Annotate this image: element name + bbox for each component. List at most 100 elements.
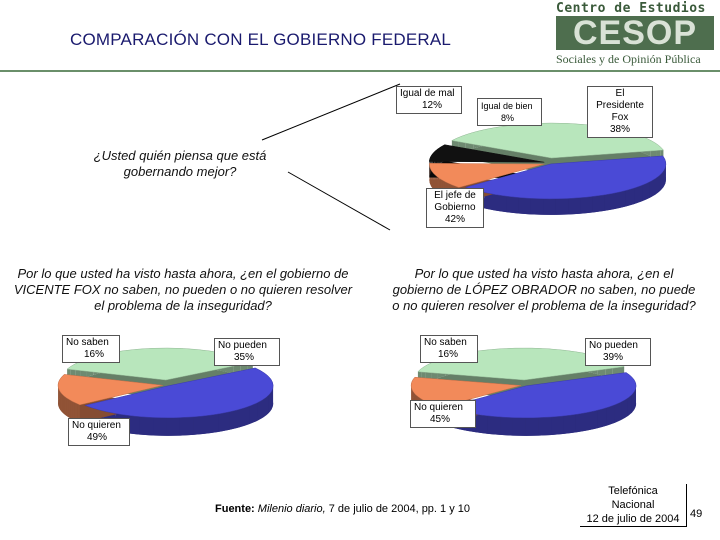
pie-slice-no-saben [57, 374, 164, 406]
pie-slice-wall [655, 174, 661, 195]
stamp-line-2: Nacional [611, 499, 655, 511]
pie-slice-wall [72, 401, 75, 421]
pie-slice-wall [642, 181, 650, 202]
pie-slice-wall [538, 416, 552, 436]
survey-stamp: Telefónica Nacional 12 de julio de 2004 [580, 484, 687, 527]
pie-slice-wall [627, 394, 632, 417]
pie-slice-igual-de-mal [429, 163, 545, 188]
pie-slice-wall [268, 391, 272, 414]
pie-slice-wall [193, 415, 206, 435]
pie-slice-wall [434, 174, 436, 192]
pie-slice-wall [218, 411, 230, 432]
pie-slice-wall [525, 417, 539, 436]
pie-slice-wall [660, 171, 664, 191]
pie-slice-wall [435, 175, 437, 193]
page-number: 49 [690, 508, 703, 520]
pie-slice-wall [518, 197, 531, 215]
pie-slice-wall [575, 412, 587, 433]
pie-slice-wall [166, 417, 180, 436]
label-amlo-no-saben: No saben 16% [420, 335, 478, 363]
pie-slice-wall [475, 414, 488, 434]
source-details: 7 de julio de 2004, pp. 1 y 10 [325, 503, 471, 515]
cesop-logo: Centro de Estudios CESOP Sociales y de O… [552, 0, 720, 70]
pie-chart-lopez-obrador-inseguridad [410, 347, 637, 436]
pie-slice-wall [563, 414, 576, 434]
pie-slice-wall [494, 194, 507, 213]
pie-slice-wall [205, 413, 219, 434]
pie-slice-no-quieren [444, 372, 637, 419]
logo-bottom-text: Sociales y de Opinión Pública [556, 52, 701, 66]
question-3: Por lo que usted ha visto hasta ahora, ¿… [392, 266, 696, 313]
pie-slice-igual-de-bien [428, 144, 545, 163]
pie-slice-wall [239, 406, 250, 428]
pie-slice-wall [606, 404, 615, 426]
pie-slice-wall [257, 399, 264, 421]
label-presidente-fox: El Presidente Fox 38% [587, 86, 653, 138]
question-1: ¿Usted quién piensa que está gobernando … [93, 148, 267, 179]
label-amlo-no-quieren: No quieren 45% [410, 400, 476, 428]
pie-slice-wall [512, 417, 526, 436]
pie-slice-no-quieren [84, 367, 274, 419]
pie-slice-wall [153, 417, 167, 436]
label-igual-de-bien: Igual de bien 8% [477, 98, 542, 126]
pie-slice-wall [568, 197, 581, 215]
header-divider [0, 70, 720, 72]
stamp-line-1: Telefónica [608, 485, 658, 497]
pie-chart-gobernando-mejor [428, 122, 667, 215]
pie-slice-wall [179, 416, 194, 436]
pie-slice-wall [580, 196, 593, 214]
pie-slice-wall [68, 399, 71, 419]
pie-slice-wall [631, 390, 635, 413]
pie-slice-wall [597, 407, 607, 429]
pie-slice-wall [66, 397, 69, 418]
pie-slice-wall [530, 198, 544, 215]
pie-slice-wall [127, 415, 140, 435]
pie-slice-wall [63, 395, 65, 415]
pie-slice-wall [249, 402, 258, 425]
pie-slice-wall [500, 416, 513, 436]
callout-lines [261, 83, 401, 231]
label-fox-no-saben: No saben 16% [62, 335, 120, 363]
pie-slice-wall [74, 402, 78, 422]
pie-slice-wall [139, 416, 154, 436]
label-fox-no-pueden: No pueden 35% [214, 338, 280, 366]
source-label: Fuente: [215, 503, 255, 515]
pie-slice-wall [663, 167, 666, 188]
pie-slice-wall [621, 398, 628, 420]
pie-slice-wall [614, 401, 622, 423]
pie-slice-wall [263, 395, 269, 418]
callout-line-bottom [287, 171, 391, 231]
label-amlo-no-pueden: No pueden 39% [585, 338, 651, 366]
pie-slice-wall [592, 194, 605, 213]
callout-line-top [261, 83, 401, 141]
pie-slice-wall [586, 410, 598, 431]
label-igual-de-mal: Igual de mal 12% [396, 86, 462, 114]
pie-slice-wall [484, 192, 495, 211]
source-publication: Milenio diario, [257, 503, 326, 515]
pie-slice-wall [62, 394, 64, 414]
page-title: COMPARACIÓN CON EL GOBIERNO FEDERAL [70, 30, 452, 49]
question-2: Por lo que usted ha visto hasta ahora, ¿… [13, 266, 353, 313]
label-fox-no-quieren: No quieren 49% [68, 418, 130, 446]
pie-slice-wall [634, 387, 637, 409]
pie-chart-fox-inseguridad [57, 347, 274, 436]
logo-top-text: Centro de Estudios [556, 1, 706, 16]
pie-slice-el-jefe-de-gobierno [464, 155, 667, 200]
pie-slice-wall [543, 198, 556, 215]
source-citation: Fuente: Milenio diario, 7 de julio de 20… [215, 503, 470, 515]
pie-slice-wall [615, 190, 626, 209]
pie-slice-wall [625, 187, 635, 207]
pie-slice-wall [487, 415, 501, 435]
pie-slice-wall [70, 400, 73, 420]
pie-slice-wall [551, 415, 564, 435]
pie-slice-wall [506, 196, 519, 214]
pie-slice-wall [229, 409, 240, 430]
label-jefe-de-gobierno: El jefe de Gobierno 42% [426, 188, 484, 228]
pie-slice-wall [60, 392, 63, 413]
pie-slice-wall [604, 192, 616, 211]
pie-slice-wall [64, 396, 67, 416]
pie-slice-wall [271, 387, 274, 410]
logo-mark: CESOP [556, 16, 714, 50]
stamp-line-3: 12 de julio de 2004 [586, 513, 680, 525]
pie-slice-wall [634, 185, 643, 204]
